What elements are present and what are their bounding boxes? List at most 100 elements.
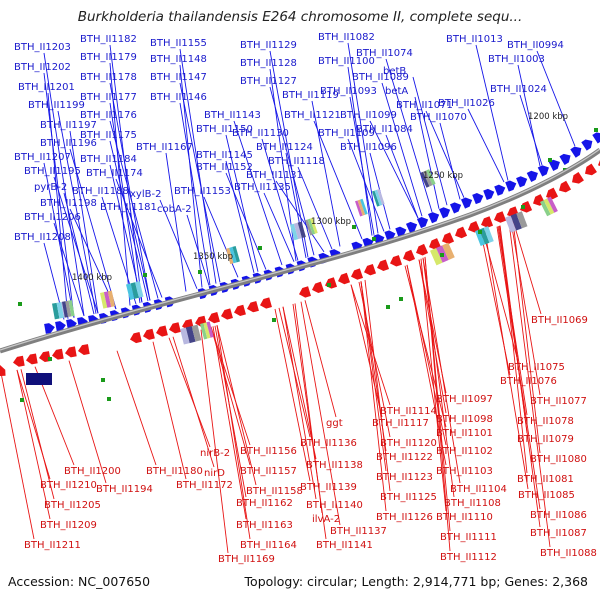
gene-label-forward[interactable]: BTH_II1155 [150, 38, 207, 49]
gene-label-reverse[interactable]: BTH_II1126 [376, 512, 433, 523]
gene-label-forward[interactable]: BTH_II1207 [14, 152, 71, 163]
gene-label-reverse[interactable]: BTH_II1211 [24, 540, 81, 551]
gene-label-reverse[interactable]: BTH_II1077 [530, 396, 587, 407]
gene-label-reverse[interactable]: BTH_II1139 [300, 482, 357, 493]
gene-label-reverse[interactable]: BTH_II1104 [450, 484, 507, 495]
gene-label-forward[interactable]: BTH_II1206 [24, 212, 81, 223]
gene-label-forward[interactable]: BTH_II1153 [174, 186, 231, 197]
gene-label-forward[interactable]: BTH_II1100 [318, 56, 375, 67]
gene-label-forward[interactable]: BTH_II1176 [80, 110, 137, 121]
gene-label-forward[interactable]: BTH_II1093 [320, 86, 377, 97]
gene-label-reverse[interactable]: BTH_II1087 [530, 528, 587, 539]
gene-label-reverse[interactable]: BTH_II1200 [64, 466, 121, 477]
gene-label-forward[interactable]: BTH_II1070 [410, 112, 467, 123]
gene-label-forward[interactable]: BTH_II1003 [488, 54, 545, 65]
gene-label-reverse[interactable]: BTH_II1086 [530, 510, 587, 521]
gene-label-reverse[interactable]: BTH_II1120 [380, 438, 437, 449]
gene-label-reverse[interactable]: BTH_II1085 [518, 490, 575, 501]
gene-label-reverse[interactable]: BTH_II1162 [236, 498, 293, 509]
gene-label-forward[interactable]: BTH_II1109 [318, 128, 375, 139]
gene-label-reverse[interactable]: BTH_II1140 [306, 500, 363, 511]
gene-label-reverse[interactable]: BTH_II1110 [436, 512, 493, 523]
gene-label-forward[interactable]: BTH_II1084 [356, 124, 413, 135]
gene-label-reverse[interactable]: BTH_II1079 [517, 434, 574, 445]
gene-label-reverse[interactable]: BTH_II1210 [40, 480, 97, 491]
gene-label-forward[interactable]: BTH_II1182 [80, 34, 137, 45]
gene-label-forward[interactable]: BTH_II1146 [150, 92, 207, 103]
gene-label-forward[interactable]: BTH_II1143 [204, 110, 261, 121]
gene-label-reverse[interactable]: BTH_II1097 [436, 394, 493, 405]
gene-label-reverse[interactable]: BTH_II1076 [500, 376, 557, 387]
gene-label-forward[interactable]: BTH_II1177 [80, 92, 137, 103]
gene-label-reverse[interactable]: BTH_II1112 [440, 552, 497, 563]
gene-label-forward[interactable]: BTH_II1178 [80, 72, 137, 83]
gene-label-reverse[interactable]: BTH_II1103 [436, 466, 493, 477]
gene-label-reverse[interactable]: BTH_II1075 [508, 362, 565, 373]
gene-label-forward[interactable]: betA [385, 86, 408, 97]
gene-label-forward[interactable]: BTH_II1013 [446, 34, 503, 45]
gene-label-reverse[interactable]: BTH_II1101 [436, 428, 493, 439]
gene-label-forward[interactable]: BTH_II1074 [356, 48, 413, 59]
gene-label-forward[interactable]: pyrB-2 [34, 182, 67, 193]
gene-label-forward[interactable]: BTH_II1131 [246, 170, 303, 181]
gene-label-forward[interactable]: cobA-2 [157, 204, 192, 215]
gene-label-forward[interactable]: BTH_II1121 [284, 110, 341, 121]
gene-label-forward[interactable]: BTH_II1129 [240, 40, 297, 51]
gene-label-forward[interactable]: BTH_II1196 [40, 138, 97, 149]
gene-label-reverse[interactable]: BTH_II1137 [330, 526, 387, 537]
gene-label-forward[interactable]: BTH_II1089 [352, 72, 409, 83]
gene-label-forward[interactable]: BTH_II1118 [268, 156, 325, 167]
gene-label-forward[interactable]: BTH_II1175 [80, 130, 137, 141]
gene-label-forward[interactable]: BTH_II1147 [150, 72, 207, 83]
gene-label-forward[interactable]: BTH_II1119 [282, 90, 339, 101]
gene-label-reverse[interactable]: BTH_II1078 [517, 416, 574, 427]
gene-label-forward[interactable]: BTH_II1124 [256, 142, 313, 153]
gene-label-reverse[interactable]: BTH_II1194 [96, 484, 153, 495]
gene-label-reverse[interactable]: BTH_II1081 [517, 474, 574, 485]
gene-label-reverse[interactable]: BTH_II1157 [240, 466, 297, 477]
gene-label-forward[interactable]: BTH_II1127 [240, 76, 297, 87]
gene-label-forward[interactable]: BTH_II1199 [28, 100, 85, 111]
gene-label-reverse[interactable]: BTH_II1163 [236, 520, 293, 531]
gene-label-reverse[interactable]: BTH_II1098 [436, 414, 493, 425]
gene-label-reverse[interactable]: BTH_II1111 [440, 532, 497, 543]
gene-label-reverse[interactable]: BTH_II1123 [376, 472, 433, 483]
gene-label-reverse[interactable]: BTH_II1108 [444, 498, 501, 509]
gene-label-forward[interactable]: BTH_II1096 [340, 142, 397, 153]
gene-label-reverse[interactable]: BTH_II1136 [300, 438, 357, 449]
gene-label-reverse[interactable]: BTH_II1141 [316, 540, 373, 551]
gene-label-forward[interactable]: BTH_II1152 [196, 162, 253, 173]
gene-label-reverse[interactable]: ilvA-2 [312, 514, 340, 525]
gene-label-forward[interactable]: BTH_II1082 [318, 32, 375, 43]
gene-label-forward[interactable]: xylB-2 [130, 189, 161, 200]
gene-label-reverse[interactable]: nirB-2 [200, 448, 230, 459]
gene-label-reverse[interactable]: BTH_II1069 [531, 315, 588, 326]
gene-label-forward[interactable]: BTH_II0994 [507, 40, 564, 51]
gene-label-reverse[interactable]: ggt [326, 418, 343, 429]
gene-label-forward[interactable]: BTH_II1099 [340, 110, 397, 121]
gene-label-forward[interactable]: BTH_II1208 [14, 232, 71, 243]
gene-label-forward[interactable]: BTH_II1167 [136, 142, 193, 153]
gene-label-reverse[interactable]: BTH_II1080 [530, 454, 587, 465]
gene-label-forward[interactable]: BTH_II1026 [438, 98, 495, 109]
gene-label-reverse[interactable]: BTH_II1122 [376, 452, 433, 463]
gene-label-reverse[interactable]: BTH_II1138 [306, 460, 363, 471]
gene-label-forward[interactable]: BTH_II1145 [196, 150, 253, 161]
gene-label-forward[interactable]: BTH_II1130 [232, 128, 289, 139]
gene-label-forward[interactable]: BTH_II1201 [18, 82, 75, 93]
gene-label-forward[interactable]: betB [383, 66, 406, 77]
gene-label-forward[interactable]: BTH_II1202 [14, 62, 71, 73]
gene-label-forward[interactable]: BTH_II1135 [234, 182, 291, 193]
gene-label-forward[interactable]: BTH_II1150 [196, 124, 253, 135]
gene-label-forward[interactable]: BTH_II1203 [14, 42, 71, 53]
gene-label-forward[interactable]: BTH_II1198 [40, 198, 97, 209]
gene-label-forward[interactable]: BTH_II1024 [490, 84, 547, 95]
gene-label-forward[interactable]: BTH_II1128 [240, 58, 297, 69]
gene-label-forward[interactable]: BTH_II1197 [40, 120, 97, 131]
gene-label-reverse[interactable]: nirD [204, 468, 225, 479]
gene-label-forward[interactable]: BTH_II1174 [86, 168, 143, 179]
gene-label-reverse[interactable]: BTH_II1114 [380, 406, 437, 417]
gene-label-forward[interactable]: BTH_II1184 [80, 154, 137, 165]
gene-label-reverse[interactable]: BTH_II1102 [436, 446, 493, 457]
